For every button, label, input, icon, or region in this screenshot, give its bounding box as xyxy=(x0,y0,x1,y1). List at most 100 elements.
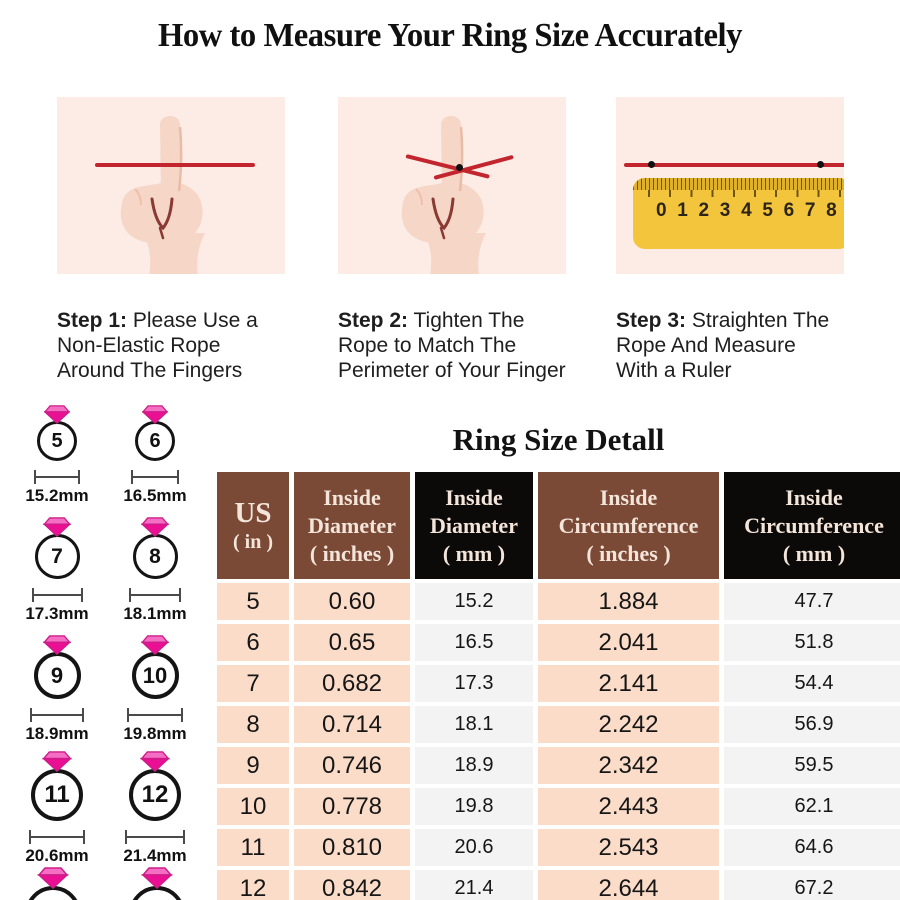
diamond-icon xyxy=(38,867,68,889)
ring-diagram-9: 9 18.9mm xyxy=(7,635,107,744)
ruler-number: 7 xyxy=(804,200,816,221)
ring-diagram-5: 5 15.2mm xyxy=(7,405,107,506)
ring-diameter-label: 18.1mm xyxy=(123,604,187,623)
table-cell: 11 xyxy=(217,829,289,866)
ring-diameter-label: 16.5mm xyxy=(123,486,187,505)
column-header-diameter-mm: Inside Diameter ( mm ) xyxy=(415,472,533,579)
ruler-number: 3 xyxy=(719,200,731,221)
table-cell: 0.810 xyxy=(294,829,410,866)
table-cell: 6 xyxy=(217,624,289,661)
rope-line xyxy=(624,163,844,167)
ring-diagram-8: 8 18.1mm xyxy=(105,517,205,624)
table-cell: 15.2 xyxy=(415,583,533,620)
table-cell: 67.2 xyxy=(724,870,900,900)
ruler-scale: 0 1 2 3 4 5 6 7 8 9 xyxy=(656,200,844,222)
ring-size-number: 9 xyxy=(50,662,64,688)
step-1-caption: Step 1: Please Use a Non-Elastic Rope Ar… xyxy=(57,308,332,383)
diameter-bracket xyxy=(31,588,83,602)
diamond-icon xyxy=(142,867,172,889)
table-heading: Ring Size Detall xyxy=(452,422,665,457)
ring-diagram-7: 7 17.3mm xyxy=(7,517,107,624)
column-header-diameter-inches: Inside Diameter ( inches ) xyxy=(294,472,410,579)
diamond-icon xyxy=(140,751,170,772)
table-cell: 54.4 xyxy=(724,665,900,702)
column-header-text: US xyxy=(234,496,272,529)
column-header-circumference-inches: Inside Circumference ( inches ) xyxy=(538,472,719,579)
step-1-image xyxy=(57,97,285,274)
ruler-number: 8 xyxy=(826,200,837,221)
ring-diagram-12: 12 21.4mm xyxy=(105,751,205,866)
table-cell: 2.443 xyxy=(538,788,719,825)
table-cell: 59.5 xyxy=(724,747,900,784)
diamond-icon xyxy=(142,405,168,424)
ring-diameter-label: 20.6mm xyxy=(25,846,89,865)
table-cell: 17.3 xyxy=(415,665,533,702)
ring-diagram-partial xyxy=(3,867,103,900)
measure-end-dot xyxy=(817,161,824,168)
step-2-image xyxy=(338,97,566,274)
ruler-number: 4 xyxy=(741,200,752,221)
rope-knot-dot xyxy=(456,164,463,171)
table-cell: 2.342 xyxy=(538,747,719,784)
ring-circle: 12 xyxy=(129,769,181,821)
table-cell: 62.1 xyxy=(724,788,900,825)
ring-circle: 9 xyxy=(33,652,81,699)
table-cell: 56.9 xyxy=(724,706,900,743)
ring-circle: 5 xyxy=(37,421,77,461)
hand-finger-illustration xyxy=(116,114,207,274)
ring-size-number: 8 xyxy=(149,544,161,568)
table-cell: 1.884 xyxy=(538,583,719,620)
table-cell: 0.778 xyxy=(294,788,410,825)
ring-diameter-label: 15.2mm xyxy=(25,486,89,505)
step-2-caption: Step 2: Tighten The Rope to Match The Pe… xyxy=(338,308,613,383)
ring-circle: 11 xyxy=(31,769,83,821)
table-cell: 21.4 xyxy=(415,870,533,900)
ruler-number: 6 xyxy=(783,200,795,221)
step-1-text: Please Use a Non-Elastic Rope Around The… xyxy=(57,309,258,382)
diamond-icon xyxy=(141,635,169,655)
step-1-label: Step 1: xyxy=(57,309,128,332)
step-3-text: Straighten The Rope And Measure With a R… xyxy=(616,309,830,382)
diameter-bracket xyxy=(125,830,185,844)
table-cell: 9 xyxy=(217,747,289,784)
table-cell: 47.7 xyxy=(724,583,900,620)
ring-diagram-partial xyxy=(107,867,207,900)
table-cell: 8 xyxy=(217,706,289,743)
ring-diagram-11: 11 20.6mm xyxy=(7,751,107,866)
ring-diameter-label: 18.9mm xyxy=(25,724,89,743)
ring-diagram-6: 6 16.5mm xyxy=(105,405,205,506)
ring-size-number: 12 xyxy=(141,781,169,808)
step-3-caption: Step 3: Straighten The Rope And Measure … xyxy=(616,308,891,383)
table-cell: 0.746 xyxy=(294,747,410,784)
step-2-text: Tighten The Rope to Match The Perimeter … xyxy=(338,309,566,382)
table-cell: 51.8 xyxy=(724,624,900,661)
ring-diameter-label: 21.4mm xyxy=(123,846,187,865)
table-cell: 2.543 xyxy=(538,829,719,866)
table-cell: 0.65 xyxy=(294,624,410,661)
diameter-bracket xyxy=(29,830,85,844)
table-cell: 64.6 xyxy=(724,829,900,866)
ruler-major-ticks xyxy=(648,190,844,197)
ring-circle: 8 xyxy=(132,534,178,579)
ring-size-number: 5 xyxy=(51,429,63,452)
diameter-bracket xyxy=(34,470,80,484)
diameter-bracket xyxy=(131,470,179,484)
diamond-icon xyxy=(44,405,70,424)
ring-size-table: US ( in ) Inside Diameter ( inches ) Ins… xyxy=(217,472,900,900)
table-cell: 16.5 xyxy=(415,624,533,661)
ring-circle: 10 xyxy=(131,652,179,699)
ring-size-number: 7 xyxy=(51,544,63,568)
table-cell: 2.242 xyxy=(538,706,719,743)
hand-finger-illustration xyxy=(397,114,488,274)
table-cell: 7 xyxy=(217,665,289,702)
table-cell: 0.682 xyxy=(294,665,410,702)
ring-circle: 7 xyxy=(34,534,80,579)
diamond-icon xyxy=(43,517,71,537)
rope-line xyxy=(95,163,255,167)
column-header-circumference-mm: Inside Circumference ( mm ) xyxy=(724,472,900,579)
table-cell: 2.041 xyxy=(538,624,719,661)
page-title: How to Measure Your Ring Size Accurately xyxy=(158,16,742,54)
ruler-minor-ticks xyxy=(633,178,844,190)
diamond-icon xyxy=(43,635,71,655)
